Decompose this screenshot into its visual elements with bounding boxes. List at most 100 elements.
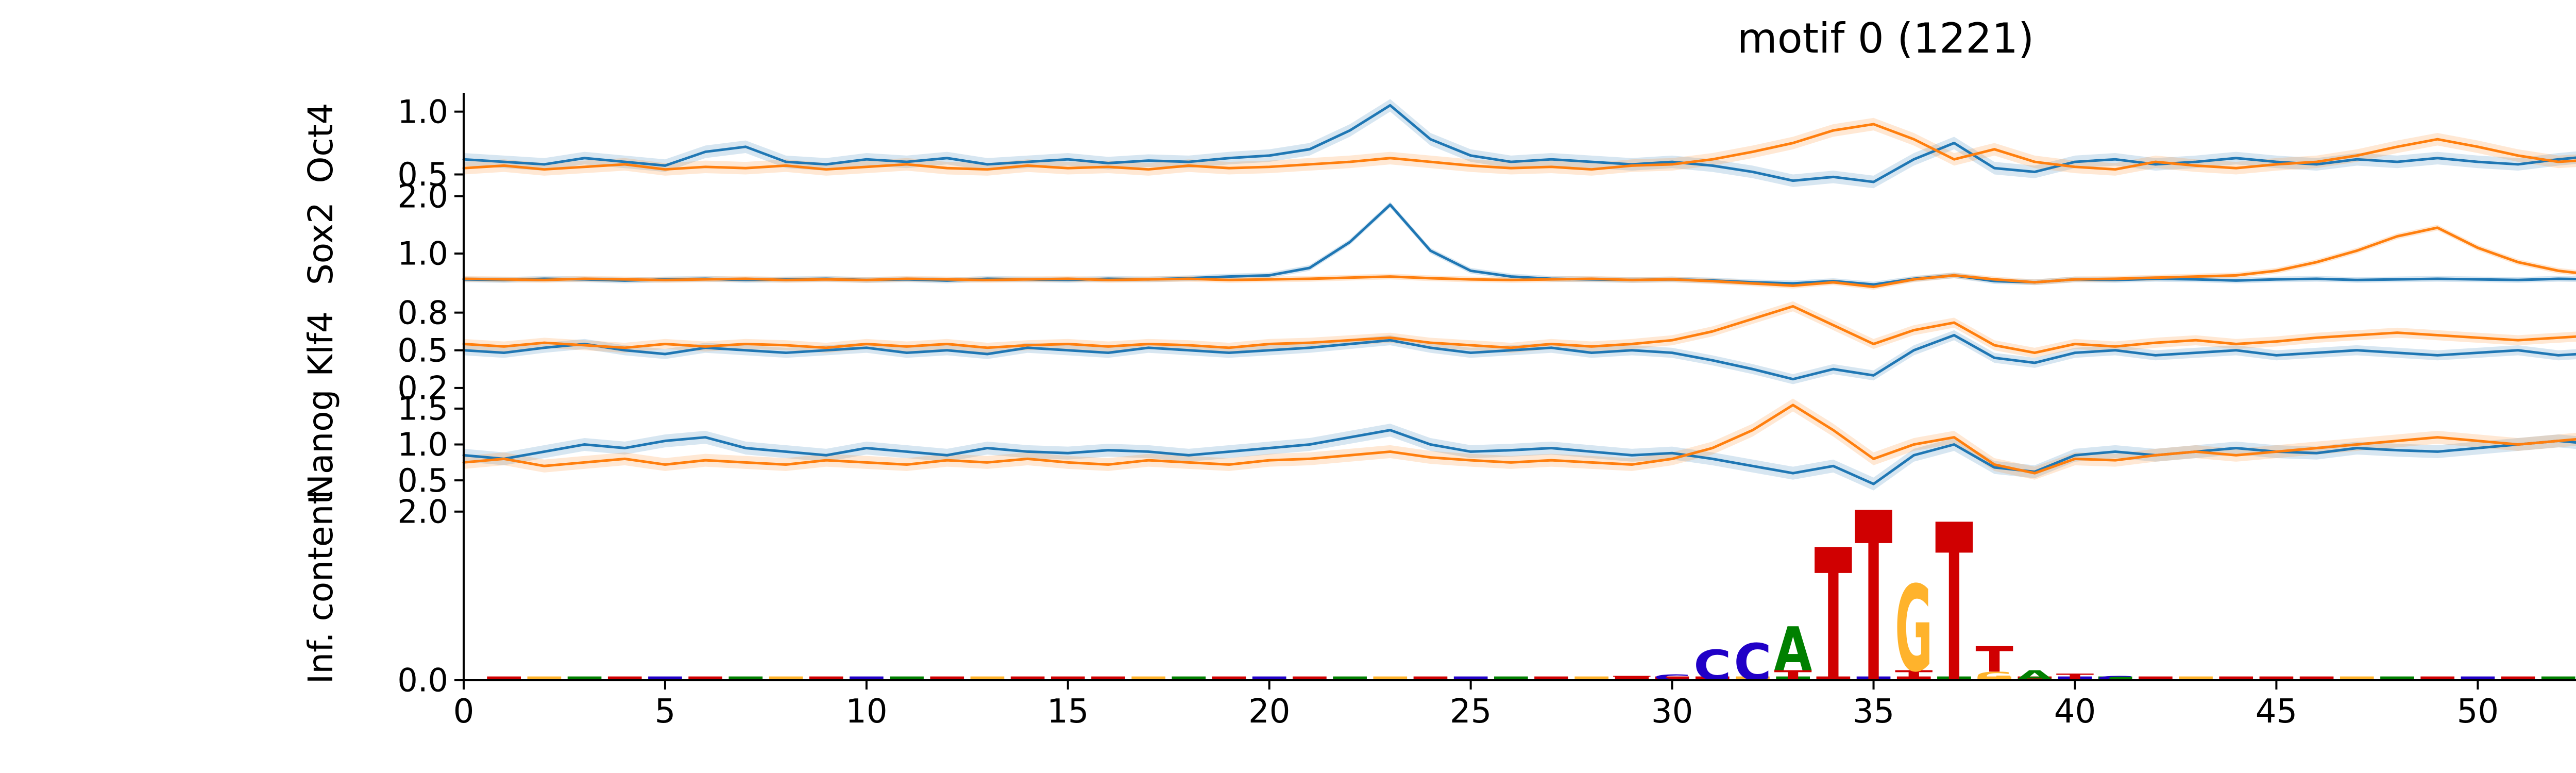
logo-letter-T: T <box>1935 478 1973 732</box>
y-tick-label: 2.0 <box>397 177 448 215</box>
x-tick-label: 25 <box>1450 693 1492 731</box>
logo-baseline-dash <box>487 676 521 680</box>
logo-letter-A: A <box>1774 615 1811 685</box>
confidence-band-orange <box>464 398 2576 480</box>
x-tick-label: 40 <box>2054 693 2096 731</box>
logo-letter-glyph: C <box>1734 634 1771 693</box>
logo-baseline-dash <box>1937 676 1971 680</box>
logo-baseline-dash <box>1453 676 1488 680</box>
logo-baseline-dash <box>2018 676 2052 680</box>
logo-baseline-dash <box>1856 676 1891 680</box>
y-tick-label: 1.0 <box>397 93 448 130</box>
line-oct4-blue <box>462 104 2576 183</box>
confidence-band-blue <box>464 330 2576 384</box>
logo-baseline-dash <box>1695 676 1730 680</box>
logo-baseline-dash <box>2139 676 2173 680</box>
logo-letter-glyph: T <box>1975 640 2013 680</box>
logo-baseline-dash <box>2219 676 2253 680</box>
figure-title: motif 0 (1221) <box>1737 14 2035 62</box>
logo-baseline-dash <box>527 676 562 680</box>
confidence-band-orange <box>464 117 2576 176</box>
y-tick-label: 1.0 <box>397 426 448 463</box>
logo-baseline-dash <box>2380 676 2414 680</box>
confidence-band-orange <box>464 301 2576 358</box>
logo-baseline-dash <box>567 676 602 680</box>
logo-baseline-dash <box>1816 676 1851 680</box>
logo-letter-glyph: G <box>1895 561 1933 698</box>
logo-baseline-dash <box>1373 676 1408 680</box>
logo-baseline-dash <box>2098 676 2132 680</box>
panel-klf4: 0.20.50.8 Klf4 <box>301 294 2576 407</box>
logo-letter-T: T <box>1975 640 2013 680</box>
logo-baseline-dash <box>1977 676 2011 680</box>
logo-letter-glyph: T <box>1855 463 1893 735</box>
logo-baseline-dash <box>2420 676 2454 680</box>
y-axis-label: Nanog <box>301 390 341 500</box>
logo-baseline-dash <box>1896 676 1931 680</box>
y-tick-label: 1.5 <box>397 390 448 428</box>
logo-baseline-dash <box>1010 676 1045 680</box>
confidence-band-blue <box>464 99 2576 189</box>
y-axis-label: Klf4 <box>301 311 341 377</box>
y-tick-label: 0.5 <box>397 331 448 369</box>
confidence-band-blue <box>464 424 2576 491</box>
logo-baseline-dash <box>1736 676 1770 680</box>
y-tick-label: 0.5 <box>397 156 448 193</box>
logo-baseline-dash <box>1212 676 1246 680</box>
x-tick-label: 35 <box>1853 693 1894 731</box>
line-sox2-orange <box>462 226 2576 289</box>
x-tick-label: 20 <box>1248 693 1290 731</box>
logo-baseline-dash <box>850 676 884 680</box>
logo-baseline-dash <box>1091 676 1125 680</box>
y-tick-label: 2.0 <box>397 493 448 530</box>
logo-letter-C: C <box>1734 634 1771 693</box>
x-tick-label: 50 <box>2457 693 2499 731</box>
logo-letter-G: G <box>1895 561 1933 698</box>
logo-letter-C: C <box>1693 642 1731 690</box>
logo-baseline-dash <box>1333 676 1367 680</box>
logo-baseline-dash <box>1615 676 1649 680</box>
logo-baseline-dash <box>2541 676 2575 680</box>
logo-letter-glyph: T <box>1815 511 1853 724</box>
logo-baseline-dash <box>2501 676 2535 680</box>
logo-baseline-dash <box>1534 676 1568 680</box>
logo-baseline-dash <box>728 676 763 680</box>
logo-letter-glyph: T <box>1935 478 1973 732</box>
logo-baseline-dash <box>1293 676 1327 680</box>
logo-letter-T: T <box>1815 511 1853 724</box>
logo-baseline-dash <box>890 676 924 680</box>
logo-baseline-dash <box>1131 676 1166 680</box>
y-tick-label: 0.8 <box>397 294 448 331</box>
y-tick-label: 0.2 <box>397 369 448 407</box>
line-nanog-orange <box>462 404 2576 475</box>
logo-letter-glyph: C <box>1693 642 1731 690</box>
logo-baseline-dash <box>607 676 642 680</box>
y-tick-label: 0.5 <box>397 462 448 499</box>
logo-letter-T: T <box>1855 463 1893 735</box>
x-tick-label: 0 <box>453 693 474 731</box>
x-tick-label: 30 <box>1651 693 1693 731</box>
panel-sox2: 1.0 2.0 Sox2 <box>301 177 2576 294</box>
logo-baseline-dash <box>1574 676 1609 680</box>
logo-baseline-dash <box>1655 676 1689 680</box>
logo-baseline-dash <box>2179 676 2213 680</box>
line-nanog-blue <box>462 429 2576 485</box>
logo-baseline-dash <box>930 676 964 680</box>
line-oct4-orange <box>462 123 2576 171</box>
y-axis-label: Oct4 <box>301 103 341 183</box>
logo-letter-glyph: A <box>1774 615 1811 685</box>
logo-baseline-dash <box>1252 676 1286 680</box>
logo-baseline-dash <box>2259 676 2294 680</box>
logo-baseline-dash <box>2461 676 2495 680</box>
panel-nanog: 0.51.01.5 Nanog <box>301 390 2576 500</box>
logo-baseline-dash <box>2340 676 2374 680</box>
y-tick-label: 1.0 <box>397 235 448 273</box>
logo-baseline-dash <box>648 676 682 680</box>
line-klf4-orange <box>462 305 2576 355</box>
y-axis-label: Sox2 <box>301 202 341 285</box>
logo-baseline-dash <box>1050 676 1085 680</box>
logo-baseline-dash <box>809 676 843 680</box>
logo-baseline-dash <box>1776 676 1810 680</box>
